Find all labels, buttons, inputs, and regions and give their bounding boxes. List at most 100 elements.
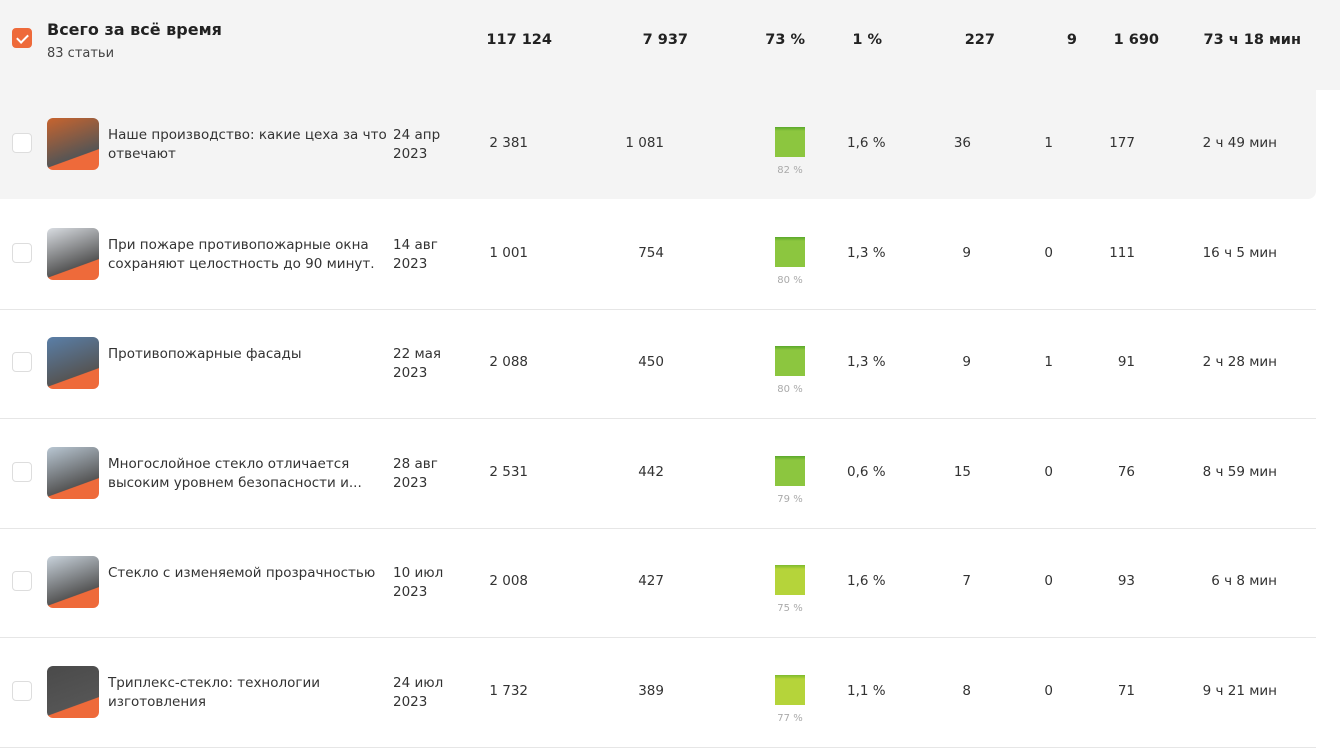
- views: 2 088: [489, 354, 528, 370]
- article-thumbnail[interactable]: [47, 227, 99, 280]
- article-date: 22 мая 2023: [393, 345, 441, 383]
- article-title[interactable]: При пожаре противопожарные окна сохраняю…: [108, 236, 375, 272]
- date-year: 2023: [393, 693, 428, 710]
- article-thumbnail[interactable]: [47, 337, 99, 389]
- read-time: 2 ч 49 мин: [1202, 135, 1277, 151]
- ctr: 1,6 %: [847, 135, 886, 151]
- comments: 0: [1044, 244, 1053, 261]
- article-title[interactable]: Триплекс-стекло: технологии изготовления: [108, 674, 321, 710]
- read-time: 6 ч 8 мин: [1211, 573, 1277, 589]
- ctr: 1,3 %: [847, 244, 886, 261]
- reads: 1 081: [625, 135, 664, 151]
- comments: 1: [1044, 354, 1053, 370]
- read-rate-label: 80 %: [777, 384, 803, 395]
- summary-comments: 9: [1066, 32, 1077, 48]
- article-title[interactable]: Наше производство: какие цеха за что отв…: [108, 127, 387, 162]
- read-time: 16 ч 5 мин: [1202, 244, 1277, 261]
- views: 2 381: [489, 135, 528, 151]
- read-time: 9 ч 21 мин: [1202, 682, 1277, 699]
- likes: 36: [953, 135, 971, 151]
- article-thumbnail[interactable]: [47, 665, 99, 718]
- article-date: 10 июл 2023: [393, 564, 443, 602]
- summary-read-rate: 73 %: [765, 32, 805, 48]
- subscribers: 76: [1117, 463, 1135, 480]
- likes: 9: [962, 354, 971, 370]
- subscribers: 71: [1117, 682, 1135, 699]
- ctr: 1,1 %: [847, 682, 886, 699]
- article-row[interactable]: Противопожарные фасады 22 мая 2023 2 088 …: [0, 309, 1316, 419]
- article-date: 24 июл 2023: [393, 674, 443, 712]
- subscribers: 91: [1117, 354, 1135, 370]
- article-row[interactable]: При пожаре противопожарные окна сохраняю…: [0, 200, 1316, 310]
- article-title[interactable]: Многослойное стекло отличается высоким у…: [108, 455, 362, 491]
- read-rate-label: 80 %: [777, 274, 803, 286]
- date-year: 2023: [393, 365, 428, 381]
- reads: 427: [638, 573, 664, 589]
- date-year: 2023: [393, 474, 428, 491]
- article-thumbnail[interactable]: [47, 118, 99, 170]
- article-date: 14 авг 2023: [393, 236, 438, 274]
- likes: 15: [953, 463, 971, 480]
- views: 2 008: [489, 573, 528, 589]
- row-checkbox[interactable]: [12, 352, 32, 372]
- comments: 0: [1044, 682, 1053, 699]
- article-row[interactable]: Стекло с изменяемой прозрачностью 10 июл…: [0, 528, 1316, 638]
- ctr: 0,6 %: [847, 463, 886, 480]
- date-year: 2023: [393, 146, 428, 162]
- reads: 450: [638, 354, 664, 370]
- date-year: 2023: [393, 255, 428, 272]
- read-time: 8 ч 59 мин: [1202, 463, 1277, 480]
- read-rate-label: 79 %: [777, 493, 803, 505]
- subscribers: 177: [1109, 135, 1135, 151]
- article-thumbnail[interactable]: [47, 446, 99, 499]
- likes: 7: [962, 573, 971, 589]
- row-checkbox[interactable]: [12, 133, 32, 153]
- article-title[interactable]: Противопожарные фасады: [108, 346, 302, 362]
- views: 1 732: [489, 682, 528, 699]
- views: 1 001: [489, 244, 528, 261]
- read-rate-label: 82 %: [777, 165, 803, 176]
- article-thumbnail[interactable]: [47, 556, 99, 608]
- comments: 0: [1044, 573, 1053, 589]
- row-checkbox[interactable]: [12, 461, 32, 482]
- read-rate-bar: [775, 346, 805, 376]
- reads: 442: [638, 463, 664, 480]
- read-rate-bar: [775, 455, 805, 486]
- likes: 9: [962, 244, 971, 261]
- article-row[interactable]: Наше производство: какие цеха за что отв…: [0, 90, 1316, 199]
- date-day: 14 авг: [393, 236, 438, 253]
- read-time: 2 ч 28 мин: [1202, 354, 1277, 370]
- comments: 0: [1044, 463, 1053, 480]
- ctr: 1,6 %: [847, 573, 886, 589]
- summary-likes: 227: [964, 32, 995, 48]
- summary-subscribers: 1 690: [1113, 32, 1159, 48]
- row-checkbox[interactable]: [12, 242, 32, 263]
- article-date: 28 авг 2023: [393, 455, 438, 493]
- reads: 389: [638, 682, 664, 699]
- read-rate-label: 75 %: [777, 603, 803, 614]
- summary-ctr: 1 %: [852, 32, 882, 48]
- reads: 754: [638, 244, 664, 261]
- article-row[interactable]: Триплекс-стекло: технологии изготовления…: [0, 638, 1316, 748]
- row-checkbox[interactable]: [12, 571, 32, 591]
- article-date: 24 апр 2023: [393, 126, 440, 164]
- date-day: 28 авг: [393, 455, 438, 472]
- summary-views: 117 124: [486, 32, 552, 48]
- summary-title: Всего за всё время: [47, 20, 222, 39]
- read-rate-label: 77 %: [777, 712, 803, 724]
- row-checkbox[interactable]: [12, 680, 32, 701]
- summary-subtitle: 83 статьи: [47, 46, 115, 61]
- subscribers: 111: [1109, 244, 1135, 261]
- summary-row: Всего за всё время 83 статьи 117 124 7 93…: [0, 0, 1340, 90]
- read-rate-bar: [775, 565, 805, 595]
- views: 2 531: [489, 463, 528, 480]
- summary-read-time: 73 ч 18 мин: [1203, 32, 1302, 48]
- read-rate-bar: [775, 236, 805, 267]
- date-day: 24 июл: [393, 674, 444, 691]
- article-title[interactable]: Стекло с изменяемой прозрачностью: [108, 565, 376, 581]
- subscribers: 93: [1117, 573, 1135, 589]
- article-row[interactable]: Многослойное стекло отличается высоким у…: [0, 419, 1316, 529]
- select-all-checkbox[interactable]: [12, 28, 32, 48]
- likes: 8: [962, 682, 971, 699]
- date-day: 10 июл: [393, 565, 444, 581]
